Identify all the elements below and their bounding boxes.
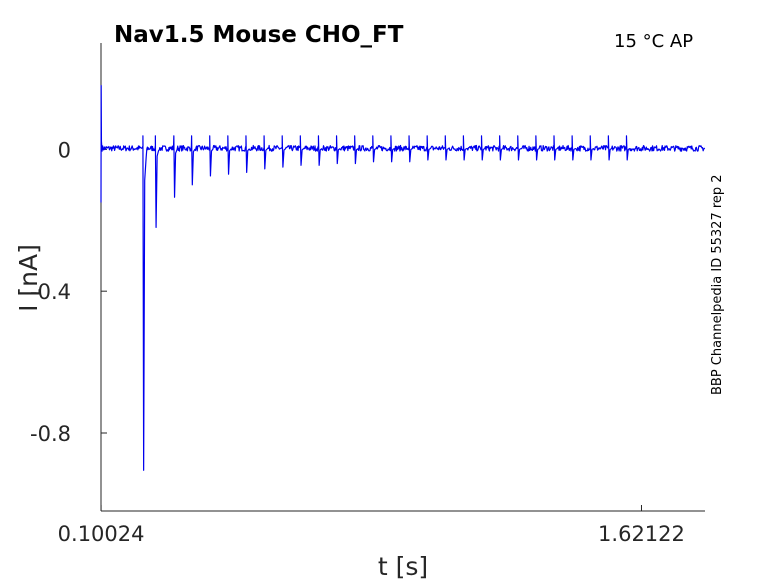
y-tick-label: 0 bbox=[58, 138, 71, 162]
y-ticks: 0 -0.4 -0.8 bbox=[30, 138, 107, 446]
current-trace bbox=[100, 84, 706, 471]
chart-title: Nav1.5 Mouse CHO_FT bbox=[114, 22, 404, 48]
side-label: BBP Channelpedia ID 55327 rep 2 bbox=[710, 174, 725, 395]
x-tick-label: 1.62122 bbox=[598, 522, 685, 546]
y-axis-label: I [nA] bbox=[14, 244, 43, 312]
axes bbox=[100, 43, 705, 512]
plot-area bbox=[100, 84, 706, 471]
x-ticks: 0.10024 1.62122 bbox=[58, 505, 685, 546]
y-tick-label: -0.8 bbox=[30, 422, 71, 446]
x-axis-label: t [s] bbox=[378, 552, 428, 581]
y-tick-label: -0.4 bbox=[30, 280, 71, 304]
conditions-label: 15 °C AP bbox=[614, 31, 693, 52]
x-tick-label: 0.10024 bbox=[58, 522, 145, 546]
